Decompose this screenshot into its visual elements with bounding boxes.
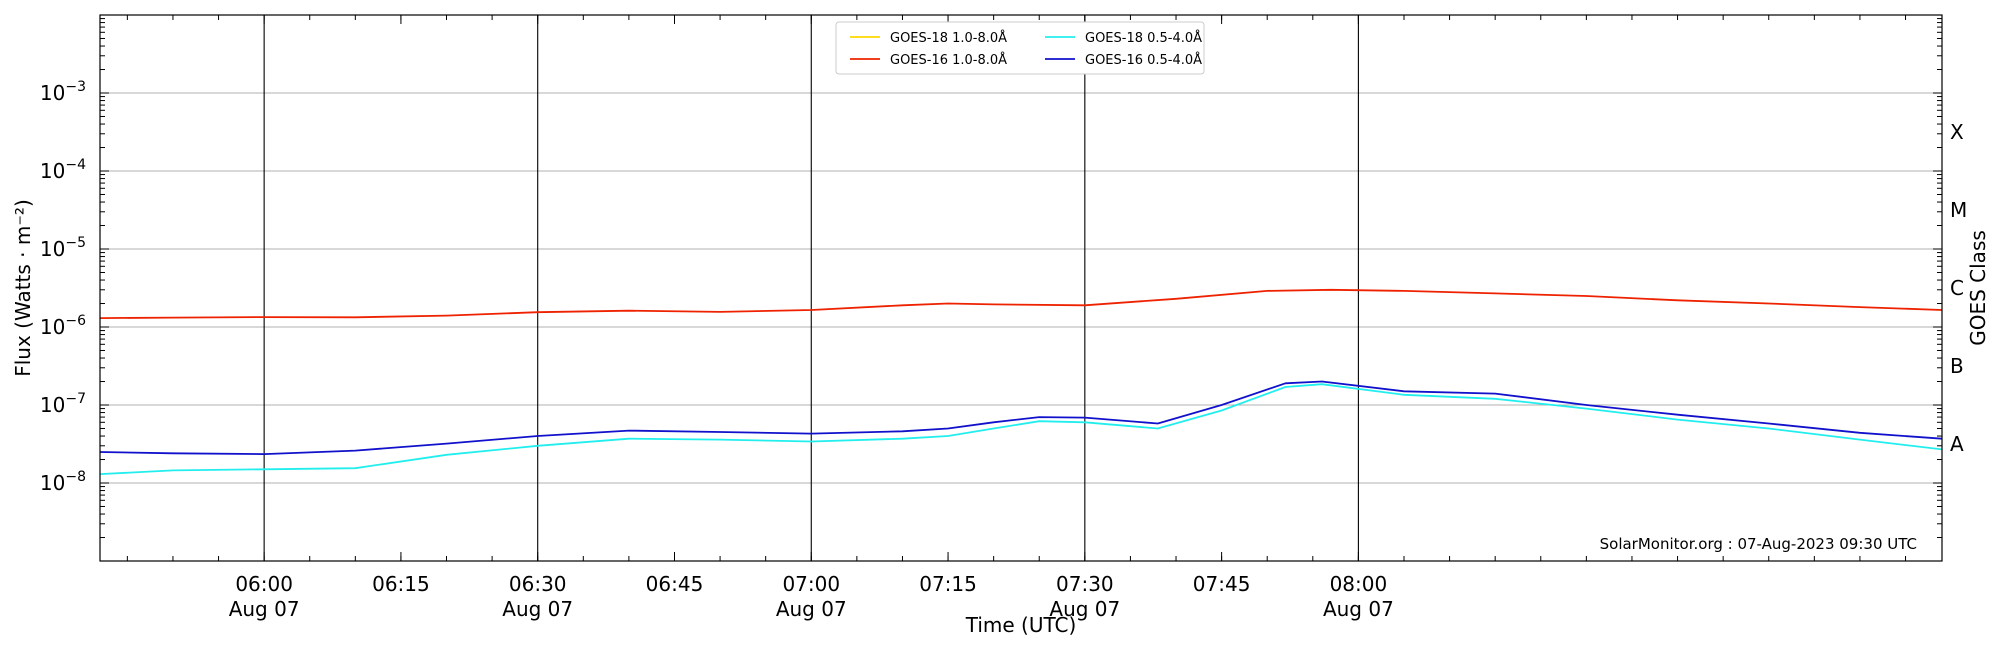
series-line-1 bbox=[99, 288, 1943, 319]
day-marker-lines bbox=[263, 15, 1359, 561]
legend-box bbox=[835, 21, 1205, 75]
y2-axis-title: GOES Class bbox=[1966, 230, 1990, 346]
y-tick-label: 10−4 bbox=[40, 157, 86, 183]
goes-class-label: M bbox=[1950, 198, 1967, 222]
x-tick-date-label: Aug 07 bbox=[229, 597, 300, 621]
goes-class-label: C bbox=[1950, 276, 1964, 300]
tick-layer bbox=[100, 15, 1942, 562]
x-tick-time-label: 07:30 bbox=[1056, 572, 1114, 596]
footer-credit: SolarMonitor.org : 07-Aug-2023 09:30 UTC bbox=[1600, 535, 1917, 553]
goes-class-label: X bbox=[1950, 120, 1964, 144]
series-line-3 bbox=[99, 380, 1943, 456]
y-tick-label: 10−6 bbox=[40, 313, 86, 339]
x-tick-time-label: 06:00 bbox=[235, 572, 293, 596]
legend-label: GOES-18 0.5-4.0Å bbox=[1085, 30, 1202, 46]
legend-label: GOES-16 1.0-8.0Å bbox=[890, 52, 1007, 68]
y-tick-label: 10−5 bbox=[40, 235, 86, 261]
grid-layer bbox=[100, 92, 1942, 484]
series-layer bbox=[99, 288, 1943, 475]
x-tick-date-label: Aug 07 bbox=[776, 597, 847, 621]
plot-background bbox=[100, 15, 1942, 561]
y-tick-label: 10−3 bbox=[40, 79, 86, 105]
goes-class-label: A bbox=[1950, 432, 1964, 456]
goes-class-label: B bbox=[1950, 354, 1964, 378]
y-tick-label: 10−8 bbox=[40, 469, 86, 495]
x-tick-time-label: 06:15 bbox=[372, 572, 430, 596]
y-tick-label: 10−7 bbox=[40, 391, 86, 417]
x-tick-time-label: 06:30 bbox=[509, 572, 567, 596]
x-tick-time-label: 08:00 bbox=[1330, 572, 1388, 596]
plot-frame bbox=[99, 14, 1943, 562]
x-tick-date-label: Aug 07 bbox=[502, 597, 573, 621]
y-axis-title: Flux (Watts · m⁻²) bbox=[11, 199, 35, 377]
x-tick-time-label: 07:45 bbox=[1193, 572, 1251, 596]
goes-class-labels: A B C M X bbox=[1950, 120, 1967, 456]
legend: GOES-18 1.0-8.0Å GOES-16 1.0-8.0Å GOES-18 … bbox=[835, 21, 1205, 75]
legend-label: GOES-16 0.5-4.0Å bbox=[1085, 52, 1202, 68]
x-axis-title: Time (UTC) bbox=[965, 613, 1077, 637]
x-tick-date-label: Aug 07 bbox=[1323, 597, 1394, 621]
legend-label: GOES-18 1.0-8.0Å bbox=[890, 30, 1007, 46]
series-line-2 bbox=[99, 383, 1943, 475]
x-tick-time-label: 07:00 bbox=[782, 572, 840, 596]
y-tick-labels: 10−8 10−7 10−6 10−5 10−4 10−3 bbox=[40, 79, 86, 495]
x-tick-time-label: 06:45 bbox=[646, 572, 704, 596]
x-tick-time-label: 07:15 bbox=[919, 572, 977, 596]
legend-items: GOES-18 1.0-8.0Å GOES-16 1.0-8.0Å GOES-18 … bbox=[850, 30, 1202, 68]
x-tick-date-label: Aug 07 bbox=[1049, 597, 1120, 621]
